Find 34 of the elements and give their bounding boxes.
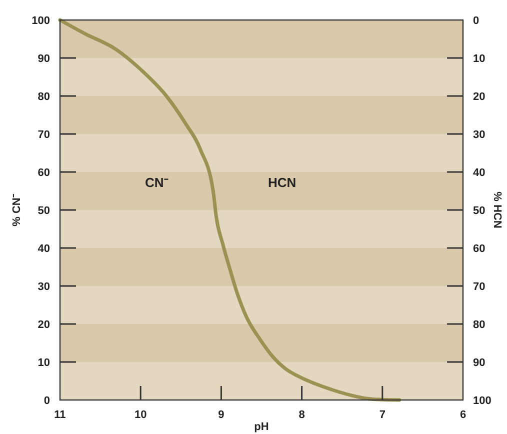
y-tick-label: 10 <box>38 356 50 369</box>
y-tick-label: 100 <box>32 14 50 27</box>
x-axis-title: pH <box>254 421 269 433</box>
x-tick-label: 9 <box>218 409 224 421</box>
x-tick-label: 11 <box>54 409 66 421</box>
y-tick-label: 40 <box>38 242 50 255</box>
y2-tick-label: 80 <box>473 318 486 331</box>
y2-tick-label: 70 <box>473 280 486 293</box>
y2-tick-label: 30 <box>473 128 486 141</box>
y2-tick-label: 40 <box>473 166 486 179</box>
y2-axis-title: % HCN <box>491 192 503 228</box>
y-tick-label: 0 <box>44 394 50 407</box>
y-tick-label: 20 <box>38 318 50 331</box>
y2-tick-label: 10 <box>473 52 486 65</box>
x-tick-label: 7 <box>379 409 386 421</box>
y2-tick-label: 0 <box>473 14 480 27</box>
y2-tick-label: 20 <box>473 90 486 103</box>
y-tick-label: 90 <box>38 52 50 65</box>
y-tick-label: 70 <box>38 128 50 141</box>
y-tick-label: 30 <box>38 280 50 293</box>
annotation: HCN <box>268 175 296 190</box>
x-tick-label: 8 <box>298 409 305 421</box>
y2-tick-label: 50 <box>473 204 486 217</box>
annotation: CN⁻ <box>145 175 169 190</box>
line-series <box>58 18 402 402</box>
y-tick-label: 80 <box>38 90 50 103</box>
y-tick-label: 50 <box>38 204 50 217</box>
x-tick-label: 10 <box>134 409 147 421</box>
y2-tick-label: 90 <box>473 356 486 369</box>
y-tick-label: 60 <box>38 166 50 179</box>
y-axis-title: % CN⁻ <box>11 194 23 226</box>
x-tick-label: 6 <box>460 409 466 421</box>
y2-tick-label: 60 <box>473 242 486 255</box>
y2-tick-label: 100 <box>473 394 492 407</box>
